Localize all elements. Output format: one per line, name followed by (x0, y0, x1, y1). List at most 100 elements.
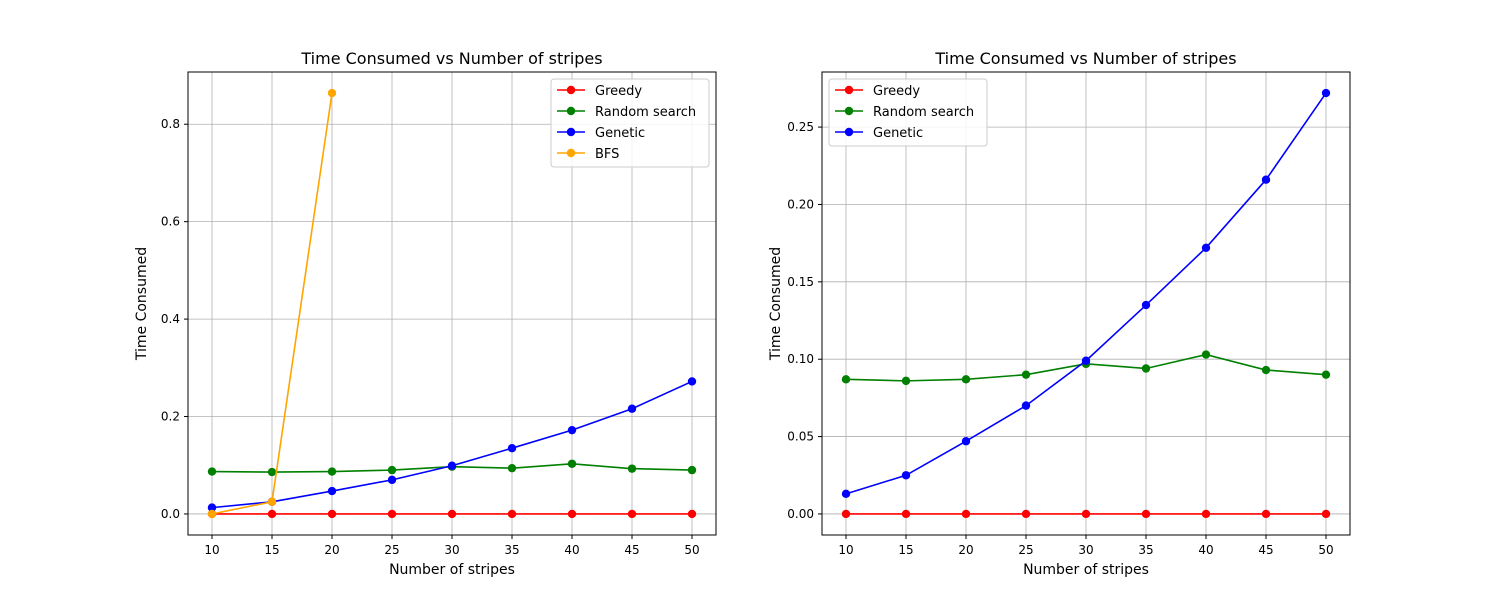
y-tick-label: 0.05 (787, 430, 814, 444)
data-point (901, 376, 911, 386)
data-point (961, 437, 971, 446)
data-point (1321, 88, 1331, 98)
chart-title: Time Consumed vs Number of stripes (300, 49, 602, 68)
data-point (567, 459, 577, 468)
legend-box (828, 78, 988, 147)
data-point (1261, 509, 1271, 519)
data-point (267, 497, 277, 506)
data-point (207, 503, 217, 512)
data-point (901, 471, 911, 480)
chart-2: 10 15 20 25 30 35 40 45 50 0.00 0.05 0.10 0.15 0.20 0.… (768, 49, 1351, 578)
x-tick-label: 30 (444, 543, 459, 557)
data-point (1321, 370, 1331, 379)
legend-label: BFS (595, 147, 619, 162)
x-tick-label: 40 (564, 543, 579, 557)
data-point (841, 375, 851, 384)
y-tick-label: 0.8 (161, 117, 180, 131)
x-tick-label: 15 (898, 543, 913, 557)
data-point (1201, 509, 1211, 519)
x-tick-label: 20 (324, 543, 339, 557)
y-tick-label: 0.00 (787, 507, 814, 521)
data-point (1141, 364, 1151, 373)
legend-label: Greedy (873, 84, 920, 99)
data-point (687, 509, 697, 519)
x-tick-label: 20 (958, 543, 973, 557)
data-point (1261, 175, 1271, 184)
data-point (507, 443, 517, 453)
legend-swatch-marker (566, 85, 576, 95)
x-tick-label: 25 (384, 543, 399, 557)
data-point (387, 475, 397, 485)
y-tick-label: 0.15 (787, 275, 814, 289)
x-tick-label: 25 (1018, 543, 1033, 557)
x-axis-label: Number of stripes (389, 562, 515, 578)
data-point (267, 509, 277, 519)
legend-box (550, 78, 710, 168)
data-point (841, 489, 851, 499)
data-point (1201, 243, 1211, 252)
data-point (1321, 509, 1331, 519)
data-point (627, 509, 637, 519)
data-point (267, 467, 277, 477)
x-tick-label: 40 (1198, 543, 1213, 557)
y-tick-label: 0.6 (161, 215, 180, 229)
data-point (1081, 356, 1091, 365)
y-tick-label: 0.0 (161, 507, 180, 521)
data-point (687, 377, 697, 386)
y-tick-label: 0.20 (787, 197, 814, 211)
data-point (327, 486, 337, 496)
data-point (207, 467, 217, 476)
data-point (627, 404, 637, 413)
data-point (567, 509, 577, 519)
data-point (961, 375, 971, 384)
data-point (1021, 370, 1031, 379)
legend-label: Genetic (595, 126, 645, 141)
x-tick-label: 45 (624, 543, 639, 557)
legend-label: Genetic (873, 126, 923, 141)
legend-swatch-marker (566, 148, 576, 158)
data-point (1021, 401, 1031, 410)
legend: Greedy Random search Genetic BFS (550, 78, 710, 168)
data-point (447, 461, 457, 470)
data-point (1021, 509, 1031, 519)
data-point (901, 509, 911, 519)
chart-1: 10 15 20 25 30 35 40 45 50 0.0 0.2 0.4 0.6 0.8 Time Co… (134, 49, 717, 578)
legend-swatch-marker (566, 127, 576, 137)
data-point (327, 509, 337, 519)
x-tick-label: 45 (1258, 543, 1273, 557)
y-tick-label: 0.2 (161, 410, 180, 424)
legend: Greedy Random search Genetic (828, 78, 988, 147)
data-point (507, 463, 517, 473)
data-point (1141, 300, 1151, 310)
legend-swatch-marker (566, 106, 576, 116)
legend-swatch-marker (844, 127, 854, 137)
data-point (841, 509, 851, 519)
data-point (387, 509, 397, 519)
data-point (687, 465, 697, 475)
x-tick-label: 50 (1318, 543, 1333, 557)
y-axis-label: Time Consumed (134, 247, 150, 361)
data-point (1261, 365, 1271, 375)
legend-label: Random search (873, 105, 974, 120)
data-point (507, 509, 517, 519)
x-axis-label: Number of stripes (1023, 562, 1149, 578)
x-tick-label: 30 (1078, 543, 1093, 557)
legend-label: Random search (595, 105, 696, 120)
x-tick-label: 50 (684, 543, 699, 557)
legend-swatch-marker (844, 85, 854, 95)
x-tick-label: 35 (504, 543, 519, 557)
data-point (207, 509, 217, 519)
data-point (567, 425, 577, 435)
legend-swatch-marker (844, 106, 854, 116)
y-tick-label: 0.4 (161, 312, 180, 326)
legend-label: Greedy (595, 84, 642, 99)
y-tick-label: 0.25 (787, 120, 814, 134)
y-axis-label: Time Consumed (768, 247, 784, 361)
y-tick-label: 0.10 (787, 352, 814, 366)
data-point (1081, 509, 1091, 519)
data-point (1141, 509, 1151, 519)
data-point (447, 509, 457, 519)
data-point (327, 88, 337, 98)
data-point (1201, 350, 1211, 359)
